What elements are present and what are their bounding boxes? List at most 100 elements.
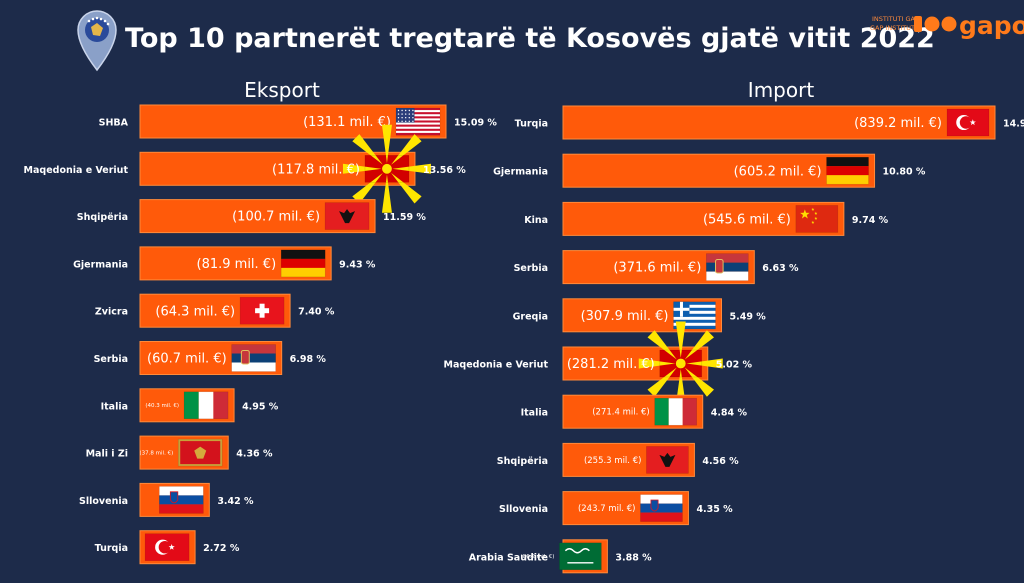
chart-title: Top 10 partnerët tregtarë të Kosovës gja…: [125, 23, 935, 54]
turkey-flag: [946, 108, 990, 137]
switzerland-flag: [239, 296, 285, 325]
bar-row: Turqia 2.72 %: [95, 530, 240, 565]
italy-flag: [654, 397, 698, 426]
value-label: (64.3 mil. €): [155, 304, 235, 319]
percentage-label: 4.56 %: [702, 456, 739, 467]
gap-logo: INSTITUTI GAP GAP INSTITUTE gapo: [870, 11, 1024, 40]
percentage-label: 3.88 %: [615, 552, 652, 563]
category-label: Italia: [521, 408, 548, 419]
saudi-arabia-flag: [559, 542, 602, 571]
bar-row: Maqedonia e Veriut (281.2 mil. €) 5.02 %: [444, 321, 753, 406]
bar-row: Turqia (839.2 mil. €) 14.98 %: [515, 105, 1024, 140]
category-label: Kina: [524, 215, 548, 226]
bar-row: Greqia (307.9 mil. €) 5.49 %: [513, 298, 766, 333]
category-label: Serbia: [514, 263, 548, 274]
greece-flag: [673, 301, 716, 330]
export-panel-title: Eksport: [244, 78, 320, 102]
category-label: Turqia: [515, 119, 548, 130]
percentage-label: 9.43 %: [339, 259, 376, 270]
category-label: Serbia: [94, 354, 128, 365]
category-label: Maqedonia e Veriut: [24, 165, 129, 176]
macedonia-flag: [638, 321, 723, 406]
category-label: Maqedonia e Veriut: [444, 360, 549, 371]
brand-line1: INSTITUTI GAP: [872, 15, 919, 23]
bar: [139, 104, 447, 139]
category-label: Sllovenia: [499, 504, 548, 515]
bar-row: Sllovenia 3.42 %: [79, 482, 254, 517]
bar-row: SHBA (131.1 mil. €) 15.09 %: [99, 104, 497, 139]
germany-flag: [826, 156, 869, 185]
value-label: (37.8 mil. €): [140, 451, 174, 457]
percentage-label: 15.09 %: [454, 118, 497, 129]
bar-row: Mali i Zi (37.8 mil. €) 4.36 %: [86, 435, 273, 470]
category-label: Italia: [101, 401, 128, 412]
category-label: SHBA: [99, 118, 129, 129]
value-label: (81.9 mil. €): [197, 257, 277, 272]
us-flag: [395, 107, 441, 136]
category-label: Gjermania: [73, 259, 128, 270]
turkey-flag: [144, 533, 190, 562]
percentage-label: 10.80 %: [883, 167, 926, 178]
montenegro-flag: [177, 438, 223, 467]
bar-row: Kina (545.6 mil. €) 9.74 %: [524, 201, 889, 236]
value-label: (271.4 mil. €): [592, 408, 649, 418]
bar-row: Gjermania (605.2 mil. €) 10.80 %: [493, 153, 926, 188]
category-label: Sllovenia: [79, 496, 128, 507]
bar-row: Serbia (60.7 mil. €) 6.98 %: [94, 341, 327, 375]
bar-row: Gjermania (81.9 mil. €) 9.43 %: [73, 246, 376, 281]
albania-flag: [646, 446, 689, 474]
slovenia-flag: [159, 486, 204, 514]
bar: [562, 153, 876, 188]
brand-wordmark: gapo: [959, 11, 1024, 40]
bar-row: Arabia Saudite(86.2 mil. €) 3.88 %: [469, 539, 652, 574]
import-bars: Turqia (839.2 mil. €) 14.98 % Gjermania (605…: [444, 105, 1024, 574]
value-label: (371.6 mil. €): [613, 261, 701, 276]
value-label: (100.7 mil. €): [232, 210, 320, 225]
serbia-flag: [705, 253, 749, 281]
bar-row: Italia (40.3 mil. €) 4.95 %: [101, 388, 279, 423]
value-label: (255.3 mil. €): [584, 456, 641, 466]
category-label: Shqipëria: [497, 456, 548, 467]
value-label: (40.3 mil. €): [145, 403, 179, 409]
percentage-label: 4.36 %: [236, 449, 273, 460]
value-label: (117.8 mil. €): [272, 162, 360, 177]
value-label: (545.6 mil. €): [703, 212, 791, 227]
percentage-label: 2.72 %: [203, 543, 240, 554]
percentage-label: 4.95 %: [242, 401, 279, 412]
category-label: Mali i Zi: [86, 449, 128, 460]
percentage-label: 4.35 %: [696, 504, 733, 515]
bar-row: Zvicra (64.3 mil. €) 7.40 %: [95, 293, 335, 328]
percentage-label: 6.98 %: [290, 354, 327, 365]
category-label: Arabia Saudite: [469, 552, 548, 563]
slovenia-flag: [640, 494, 683, 522]
albania-flag: [324, 202, 370, 230]
bar-row: Italia (271.4 mil. €) 4.84 %: [521, 394, 748, 429]
percentage-label: 3.42 %: [217, 496, 254, 507]
macedonia-flag: [342, 124, 431, 213]
import-panel-title: Import: [748, 78, 815, 102]
value-label: (60.7 mil. €): [147, 352, 227, 367]
percentage-label: 5.02 %: [716, 360, 753, 371]
bar-row: Shqipëria (255.3 mil. €) 4.56 %: [497, 442, 739, 477]
italy-flag: [183, 391, 229, 420]
germany-flag: [280, 249, 326, 278]
bar-row: Sllovenia (243.7 mil. €) 4.35 %: [499, 491, 733, 526]
category-label: Greqia: [513, 311, 548, 322]
percentage-label: 6.63 %: [762, 263, 799, 274]
export-bars: SHBA (131.1 mil. €) 15.09 % Maqedonia e Ver…: [24, 104, 497, 565]
percentage-label: 5.49 %: [729, 311, 766, 322]
percentage-label: 14.98 %: [1003, 119, 1024, 130]
china-flag: [795, 205, 839, 233]
brand-line2: GAP INSTITUTE: [870, 24, 919, 32]
bar-row: Shqipëria (100.7 mil. €) 11.59 %: [77, 199, 426, 234]
value-label: (839.2 mil. €): [854, 116, 942, 131]
bar: [562, 105, 996, 140]
percentage-label: 7.40 %: [298, 307, 335, 318]
percentage-label: 4.84 %: [711, 408, 748, 419]
category-label: Gjermania: [493, 167, 548, 178]
category-label: Shqipëria: [77, 212, 128, 223]
value-label: (243.7 mil. €): [578, 504, 635, 514]
serbia-flag: [231, 344, 276, 372]
